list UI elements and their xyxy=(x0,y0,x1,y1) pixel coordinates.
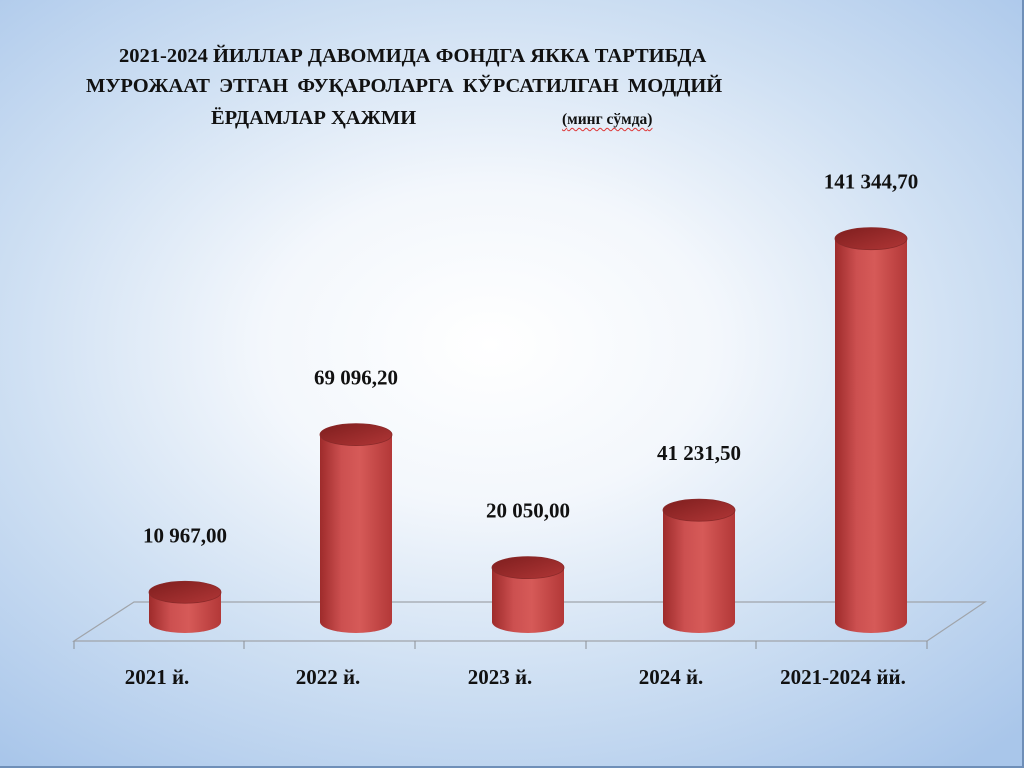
bar-body xyxy=(320,434,392,633)
x-tick-label: 2021 й. xyxy=(125,665,190,689)
unit-word: минг сўмда xyxy=(567,111,648,128)
bar-body xyxy=(492,567,564,633)
data-label: 41 231,50 xyxy=(657,441,741,465)
bar xyxy=(148,580,222,633)
data-label: 69 096,20 xyxy=(314,366,398,390)
x-tick-label: 2021-2024 йй. xyxy=(780,665,906,689)
bar xyxy=(491,556,565,633)
bar xyxy=(834,227,908,634)
bar-top xyxy=(491,556,565,580)
chart-title-line-2: МУРОЖААТ ЭТГАН ФУҚАРОЛАРГА КЎРСАТИЛГАН М… xyxy=(86,75,723,97)
bar-top xyxy=(662,498,736,522)
bar-body xyxy=(149,592,221,633)
x-tick-label: 2022 й. xyxy=(296,665,361,689)
chart-floor xyxy=(71,601,987,649)
bar xyxy=(662,498,736,633)
bar xyxy=(319,423,393,633)
bar-top xyxy=(148,580,222,604)
bar-top xyxy=(834,227,908,251)
bar-top xyxy=(319,423,393,447)
chart-title-line-1: 2021-2024 ЙИЛЛАР ДАВОМИДА ФОНДГА ЯККА ТА… xyxy=(119,45,707,67)
bars-group: 10 967,00 2021 й. 69 096,20 2022 й. 20 050,0… xyxy=(125,170,919,689)
chart-title-line-3: ЁРДАМЛАР ҲАЖМИ xyxy=(211,107,417,129)
data-label: 141 344,70 xyxy=(824,170,919,194)
unit-open: ( xyxy=(562,111,568,128)
x-tick-label: 2024 й. xyxy=(639,665,704,689)
bar-body xyxy=(663,510,735,633)
floor-plane xyxy=(71,601,987,642)
data-label: 10 967,00 xyxy=(143,523,227,547)
unit-close: ) xyxy=(647,111,653,128)
bar-body xyxy=(835,238,907,634)
data-label: 20 050,00 xyxy=(486,499,570,523)
x-tick-label: 2023 й. xyxy=(468,665,533,689)
unit-label: (минг сўмда) xyxy=(562,111,652,129)
